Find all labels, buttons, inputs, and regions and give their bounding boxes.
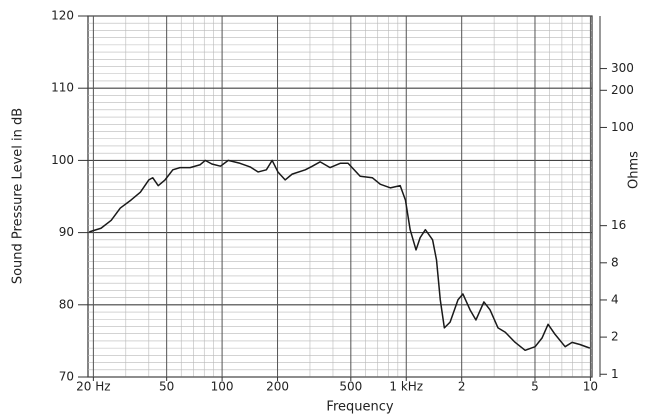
y-tick-label: 80 (59, 297, 74, 311)
y2-tick-label: 4 (611, 292, 619, 306)
y2-tick-label: 16 (611, 218, 626, 232)
x-tick-label: 1 kHz (389, 380, 423, 394)
x-tick-label: 200 (266, 380, 289, 394)
y-tick-label: 70 (59, 370, 74, 384)
y2-tick-label: 1 (611, 367, 619, 381)
data-layer (89, 159, 591, 352)
x-tick-label: 500 (339, 380, 362, 394)
x-tick-label: 2 (458, 380, 466, 394)
y-axis-title: Sound Pressure Level in dB (11, 108, 26, 284)
x-axis-title: Frequency (326, 400, 393, 415)
y2-tick-label: 100 (611, 120, 634, 134)
y2-axis-title: Ohms (627, 151, 642, 189)
response-curve (89, 159, 591, 352)
y-tick-label: 100 (51, 153, 74, 167)
y2-tick-label: 200 (611, 83, 634, 97)
y2-tick-label: 300 (611, 61, 634, 75)
x-tick-label: 20 Hz (76, 380, 110, 394)
y-tick-label: 90 (59, 225, 74, 239)
major-grid (88, 15, 592, 378)
x-tick-label: 10 (583, 380, 598, 394)
x-tick-label: 50 (159, 380, 174, 394)
y-tick-label: 110 (51, 81, 74, 95)
x-tick-label: 100 (211, 380, 234, 394)
y2-tick-label: 2 (611, 330, 619, 344)
y2-tick-label: 8 (611, 255, 619, 269)
x-tick-label: 5 (531, 380, 539, 394)
y-tick-label: 120 (51, 9, 74, 23)
